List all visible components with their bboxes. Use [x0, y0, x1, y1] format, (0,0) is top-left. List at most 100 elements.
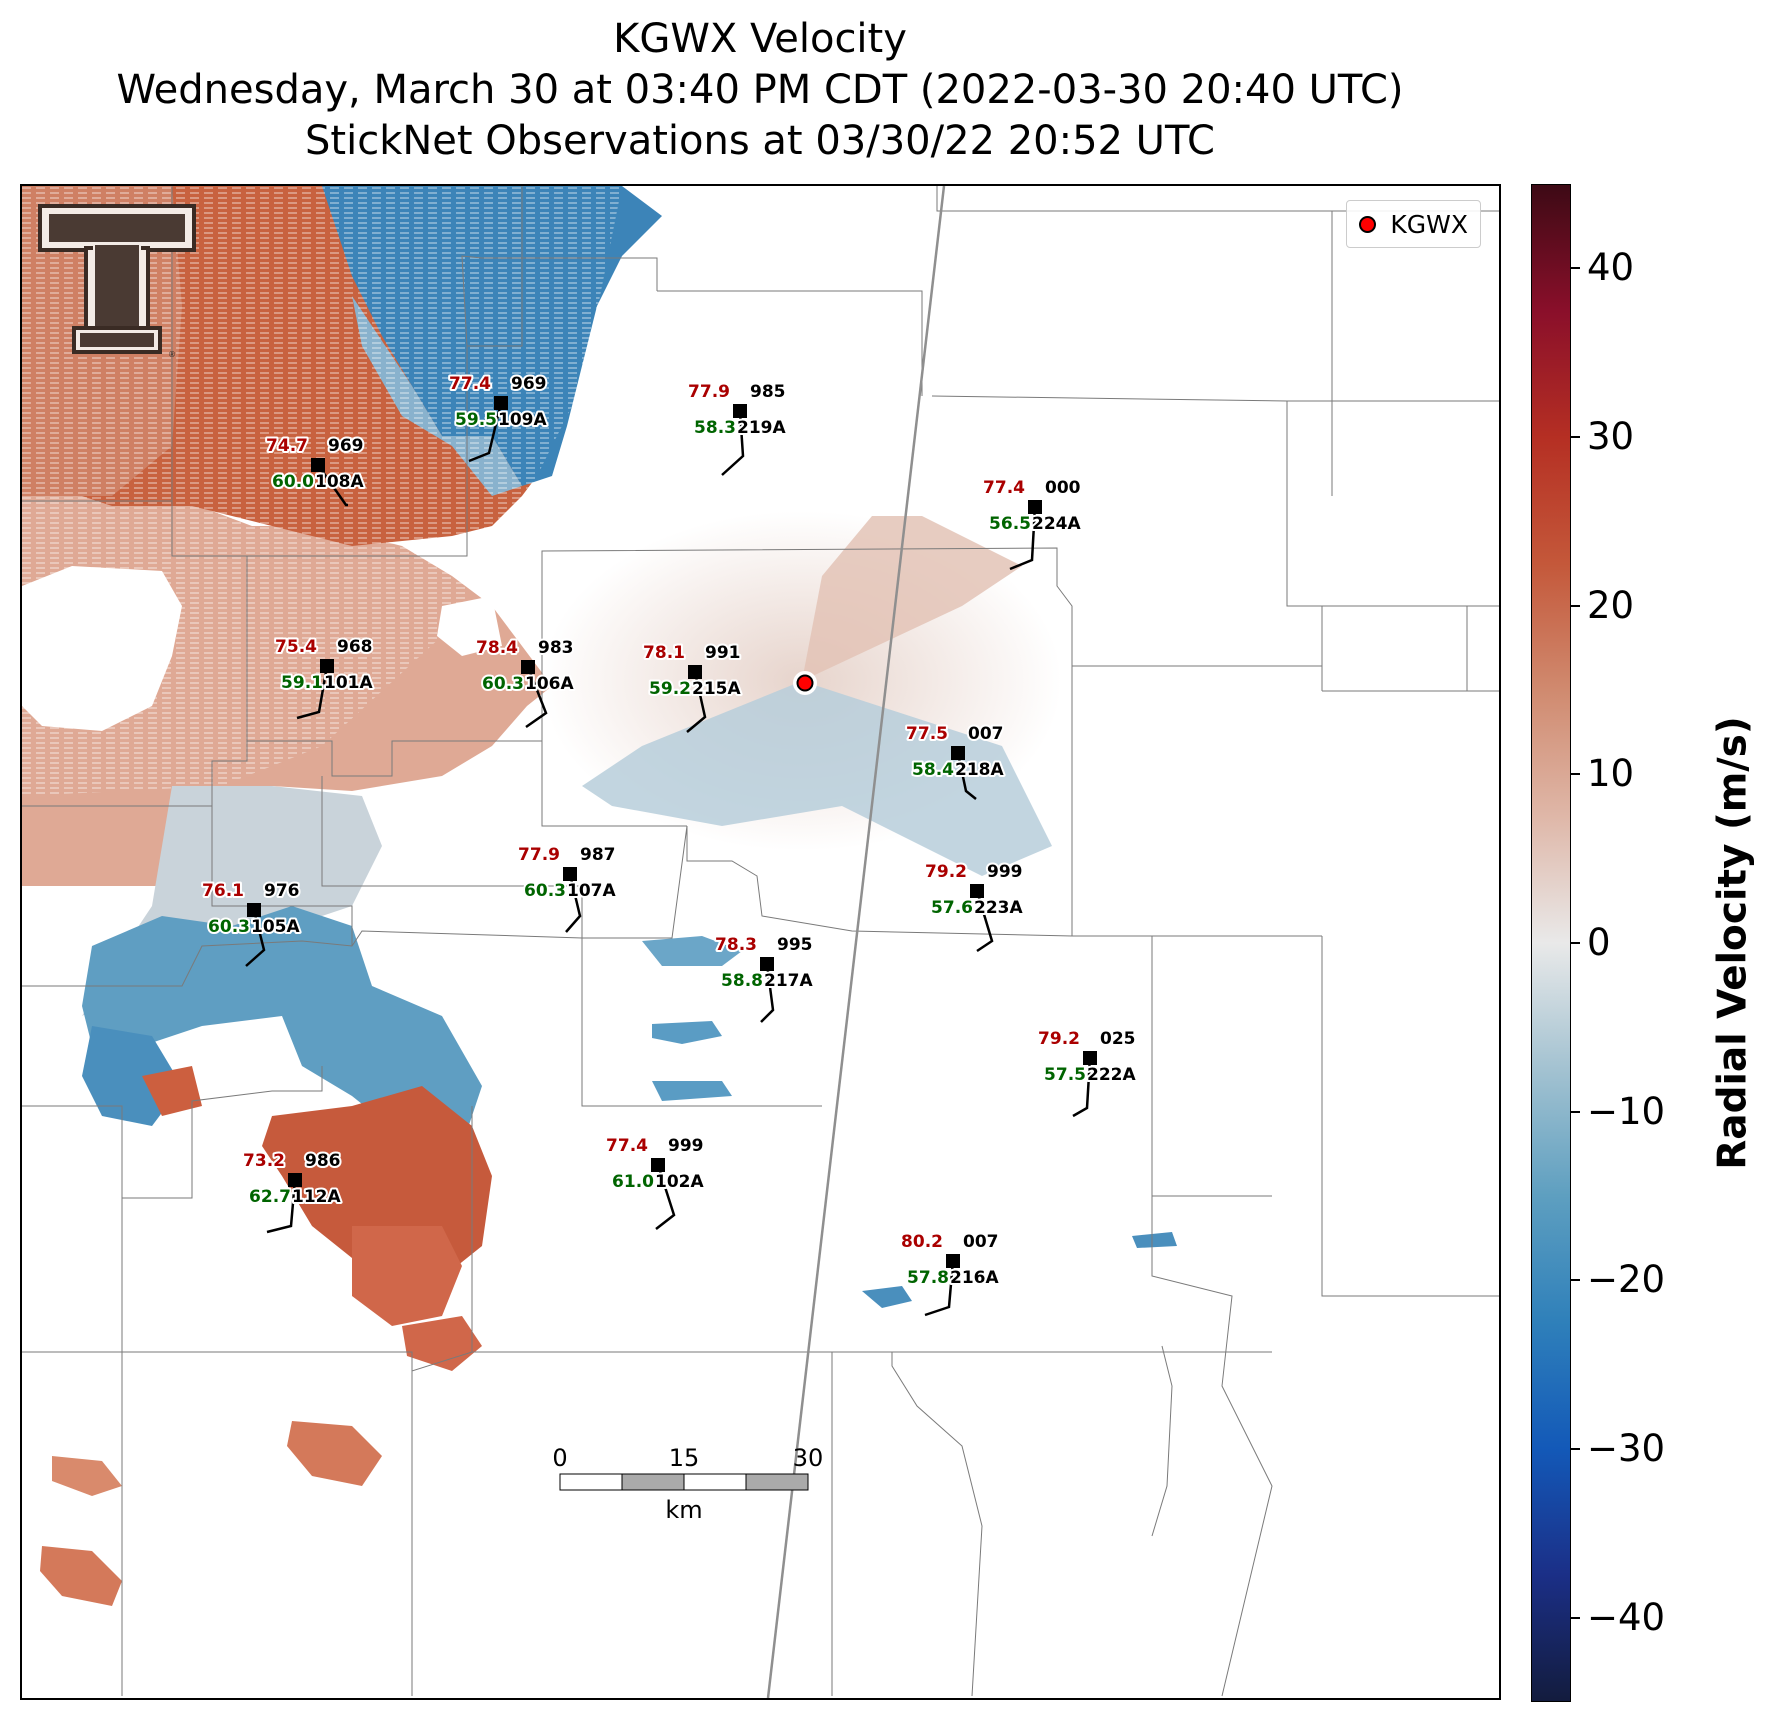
station-102a[interactable]: 77.4 999 61.0 102A: [604, 1134, 706, 1230]
station-marker[interactable]: [970, 884, 984, 898]
station-temperature: 79.2: [1038, 1029, 1080, 1049]
colorbar-tick: [1571, 436, 1580, 438]
echo-far-southwest-1: [287, 1421, 382, 1486]
station-pressure: 986: [305, 1151, 341, 1171]
colorbar-tick-label: −20: [1587, 1258, 1666, 1302]
colorbar-tick-label: −40: [1587, 1595, 1666, 1639]
station-id: 106A: [525, 674, 574, 694]
wind-barb: [468, 402, 503, 463]
station-marker[interactable]: [951, 746, 965, 760]
wind-barb: [760, 963, 775, 1023]
echo-near-radar-inbound: [802, 516, 1022, 681]
colorbar-tick: [1571, 1448, 1580, 1450]
station-marker[interactable]: [760, 957, 774, 971]
station-id: 112A: [292, 1187, 341, 1207]
station-pressure: 991: [705, 643, 741, 663]
station-106a[interactable]: 78.4 983 60.3 106A: [474, 636, 576, 729]
radar-marker-icon: [1359, 215, 1377, 233]
wind-barb: [565, 873, 582, 933]
station-temperature: 77.5: [906, 724, 948, 744]
station-temperature: 73.2: [243, 1151, 285, 1171]
station-marker[interactable]: [288, 1173, 302, 1187]
station-219a[interactable]: 77.9 985 58.3 219A: [686, 380, 788, 476]
station-dewpoint: 58.8: [721, 971, 763, 991]
legend-label: KGWX: [1390, 209, 1468, 239]
station-marker[interactable]: [311, 458, 325, 472]
station-id: 223A: [974, 898, 1023, 918]
station-dewpoint: 60.0: [272, 472, 314, 492]
wind-barb: [266, 1179, 297, 1234]
station-marker[interactable]: [651, 1158, 665, 1172]
wind-barb: [686, 671, 707, 733]
station-dewpoint: 59.1: [281, 673, 323, 693]
wind-barb: [721, 410, 745, 476]
colorbar-tick: [1571, 773, 1580, 776]
station-id: 216A: [950, 1268, 999, 1288]
station-108a[interactable]: 74.7 969 60.0 108A: [264, 434, 366, 507]
echo-south-blue-2: [652, 1021, 722, 1044]
station-marker[interactable]: [563, 867, 577, 881]
station-marker[interactable]: [320, 659, 334, 673]
station-107a[interactable]: 77.9 987 60.3 107A: [516, 843, 618, 933]
station-marker[interactable]: [1028, 500, 1042, 514]
station-temperature: 78.4: [476, 638, 518, 658]
station-109a[interactable]: 77.4 969 59.5 109A: [447, 372, 549, 463]
radar-site-kgwx[interactable]: [793, 671, 817, 695]
echo-southeast-blue: [862, 1286, 912, 1308]
echo-far-southwest-4: [402, 1316, 482, 1371]
wind-barb: [956, 752, 977, 800]
colorbar-tick: [1571, 1110, 1580, 1113]
station-dewpoint: 57.6: [931, 898, 973, 918]
station-pressure: 025: [1100, 1029, 1136, 1049]
station-223a[interactable]: 79.2 999 57.6 223A: [923, 860, 1025, 953]
station-dewpoint: 56.5: [989, 514, 1031, 534]
wind-barb: [316, 464, 348, 507]
colorbar-tick-label: −30: [1587, 1427, 1666, 1470]
station-id: 107A: [567, 881, 616, 901]
station-temperature: 77.9: [688, 382, 730, 402]
scale-label-30: 30: [793, 1444, 824, 1472]
colorbar-tick-label: 10: [1587, 752, 1635, 796]
station-pressure: 995: [777, 935, 813, 955]
station-224a[interactable]: 77.4 000 56.5 224A: [981, 476, 1083, 571]
echo-southwest-red-3: [142, 1066, 202, 1116]
station-marker[interactable]: [688, 665, 702, 679]
station-id: 215A: [692, 679, 741, 699]
map-canvas: ® 77.4 969 59.5 109A 74.7 969 60.0 108A 77.9 985 5…: [22, 186, 1499, 1698]
radar-site-marker[interactable]: [796, 674, 814, 692]
echo-far-southwest-3: [52, 1456, 122, 1496]
echo-southwest-blue: [82, 906, 482, 1146]
station-dewpoint: 57.8: [907, 1268, 949, 1288]
colorbar-tick-label: 0: [1587, 921, 1611, 964]
title-line-3: StickNet Observations at 03/30/22 20:52 …: [305, 118, 1215, 164]
station-112a[interactable]: 73.2 986 62.7 112A: [241, 1149, 343, 1234]
echo-southwest-red-2: [352, 1226, 462, 1326]
radar-map[interactable]: ® 77.4 969 59.5 109A 74.7 969 60.0 108A 77.9 985 5…: [20, 184, 1501, 1700]
station-marker[interactable]: [946, 1254, 960, 1268]
wind-barb: [296, 665, 329, 720]
station-222a[interactable]: 79.2 025 57.5 222A: [1036, 1027, 1138, 1118]
station-marker[interactable]: [494, 396, 508, 410]
echo-south-blue-3: [652, 1081, 732, 1101]
echo-southeast-blue-2: [1132, 1232, 1177, 1248]
title-block: KGWX Velocity Wednesday, March 30 at 03:…: [0, 14, 1520, 167]
station-218a[interactable]: 77.5 007 58.4 218A: [904, 722, 1006, 800]
station-101a[interactable]: 75.4 968 59.1 101A: [273, 635, 375, 720]
station-id: 105A: [251, 917, 300, 937]
station-marker[interactable]: [733, 404, 747, 418]
station-105a[interactable]: 76.1 976 60.3 105A: [200, 879, 302, 967]
station-pressure: 968: [337, 637, 373, 657]
echo-near-radar-outbound: [582, 681, 1052, 876]
station-217a[interactable]: 78.3 995 58.8 217A: [713, 933, 815, 1023]
station-id: 218A: [955, 760, 1004, 780]
colorbar-tick-label: 40: [1587, 246, 1635, 290]
station-pressure: 000: [1045, 478, 1081, 498]
station-marker[interactable]: [1083, 1051, 1097, 1065]
colorbar-title: Radial Velocity (m/s): [1710, 716, 1756, 1170]
station-id: 222A: [1087, 1065, 1136, 1085]
station-marker[interactable]: [247, 903, 261, 917]
station-pressure: 969: [328, 436, 364, 456]
station-216a[interactable]: 80.2 007 57.8 216A: [899, 1230, 1001, 1317]
station-marker[interactable]: [521, 660, 535, 674]
station-215a[interactable]: 78.1 991 59.2 215A: [641, 641, 743, 733]
